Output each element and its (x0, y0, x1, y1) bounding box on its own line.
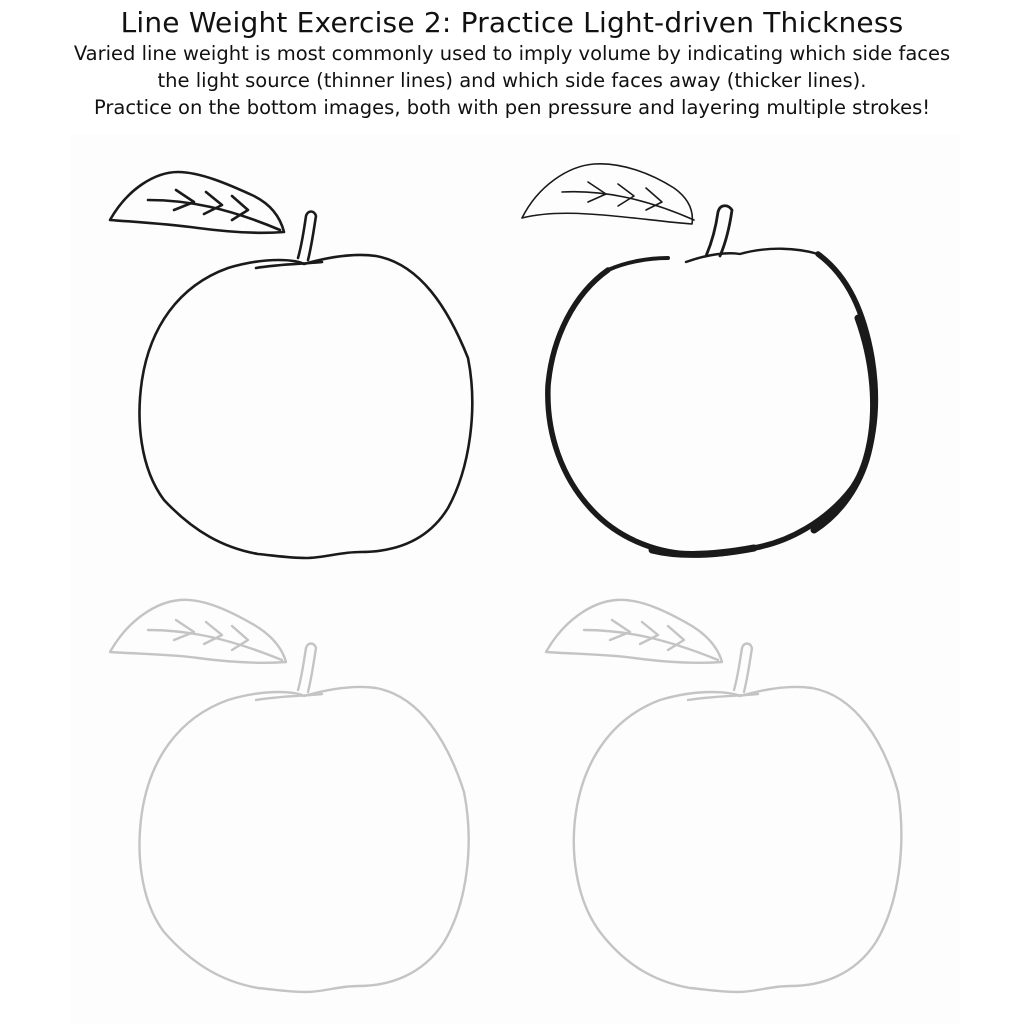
apple-practice-left (108, 596, 478, 996)
apple-practice-right (540, 596, 910, 996)
apple-stem (704, 204, 734, 258)
leaf-outline (521, 163, 694, 225)
leaf-outline (108, 170, 286, 235)
leaf-vein (582, 628, 720, 662)
worksheet-header: Line Weight Exercise 2: Practice Light-d… (0, 0, 1024, 121)
leaf-vein (561, 190, 695, 221)
apple-example-uniform (108, 168, 478, 568)
leaf-vein (146, 628, 284, 662)
apple-trace-drawing-right (544, 598, 903, 994)
practice-sheet (70, 135, 960, 1024)
apple-stem (296, 642, 318, 694)
apple-stem (732, 642, 754, 694)
apple-trace-drawing-left (108, 598, 470, 994)
leaf-outline (108, 598, 288, 664)
worksheet-title: Line Weight Exercise 2: Practice Light-d… (120, 6, 904, 39)
description-line-1: Varied line weight is most commonly used… (73, 42, 951, 65)
apple-stem (296, 210, 318, 262)
apple-body-heavy-edge (545, 251, 879, 558)
leaf-outline (544, 598, 724, 664)
apple-uniform-drawing (108, 170, 474, 560)
description-line-2: the light source (thinner lines) and whi… (157, 69, 867, 92)
apple-body (138, 685, 470, 994)
description-line-3: Practice on the bottom images, both with… (93, 96, 931, 119)
apple-weighted-drawing (521, 163, 879, 558)
leaf-vein (146, 198, 282, 232)
apple-example-weighted (518, 158, 888, 568)
apple-body-light-edge (684, 247, 820, 264)
apple-body (572, 685, 903, 994)
apple-body (138, 253, 474, 560)
